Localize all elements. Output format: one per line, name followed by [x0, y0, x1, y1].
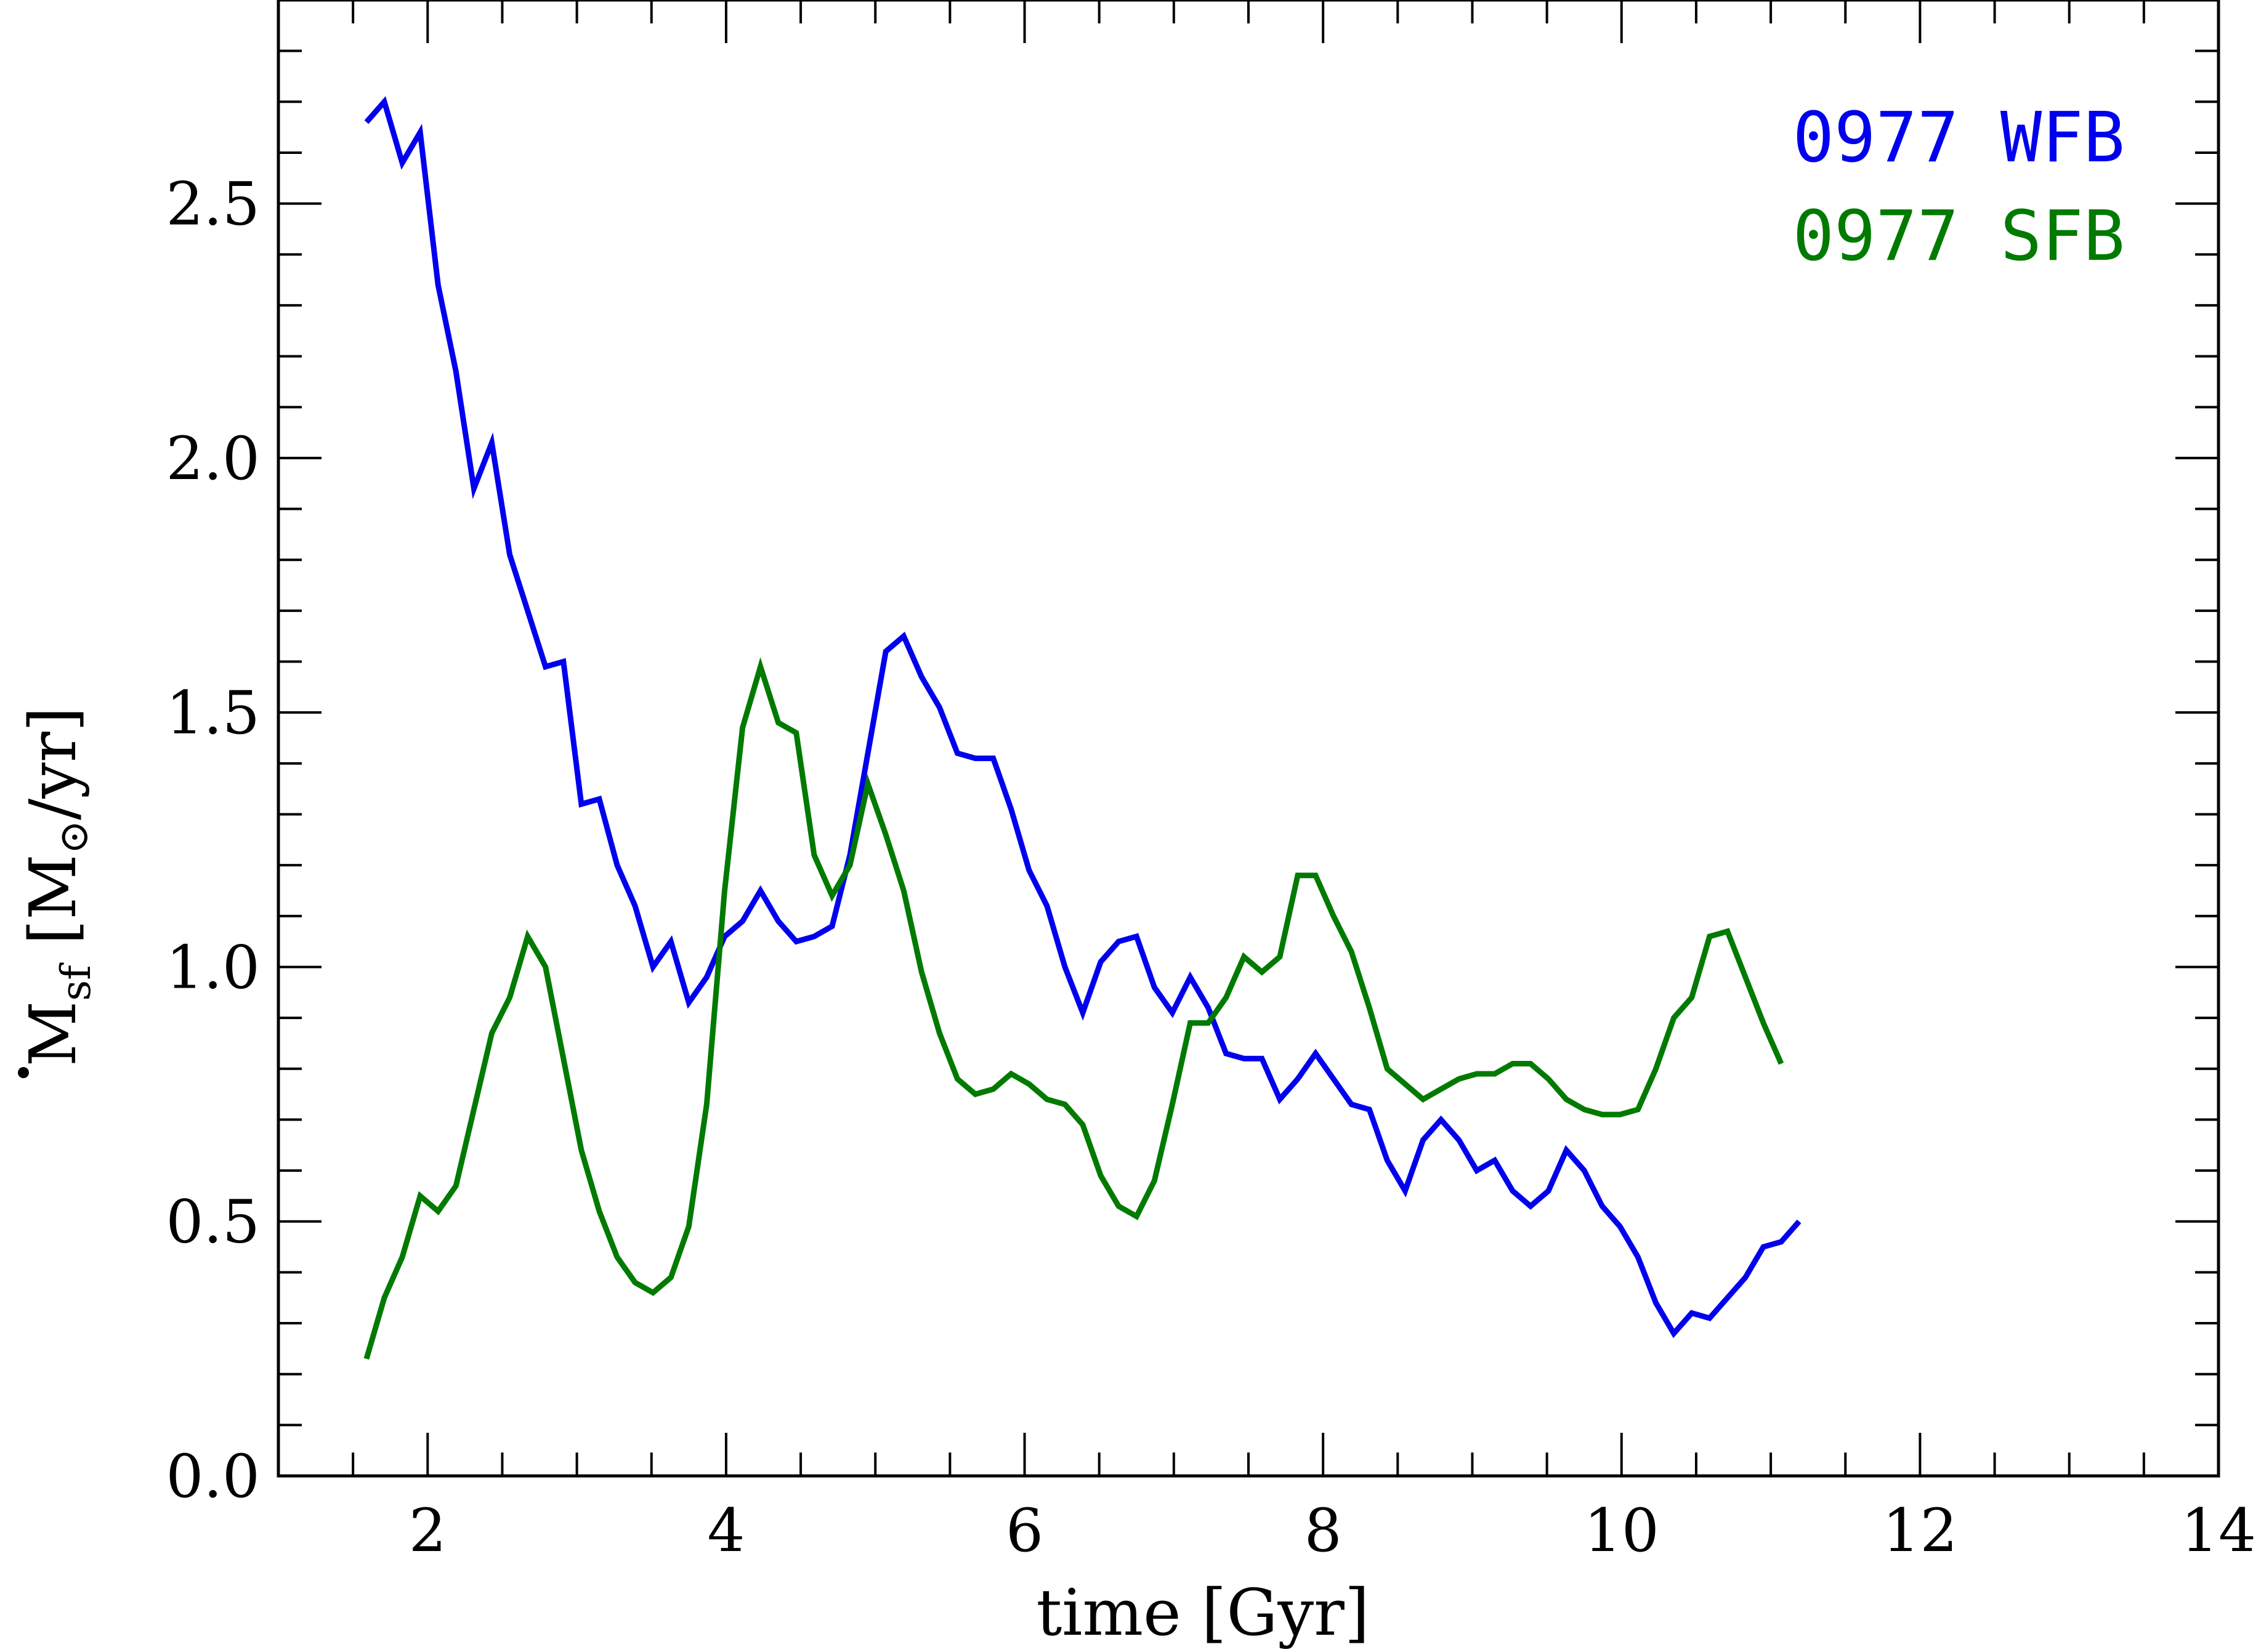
- ylabel-dot: [18, 1067, 29, 1078]
- x-tick-label: 8: [1304, 1496, 1342, 1565]
- x-tick-label: 14: [2181, 1496, 2256, 1565]
- y-axis-unit-open: [M: [15, 854, 91, 965]
- y-tick-label: 1.0: [166, 933, 260, 1002]
- y-axis-symbol: M: [15, 1001, 91, 1067]
- y-axis-subscript: sf: [52, 962, 100, 1001]
- legend-entry-0977-wfb: 0977 WFB: [1793, 98, 2125, 178]
- x-axis-title: time [Gyr]: [1037, 1575, 1370, 1650]
- y-tick-label: 2.0: [166, 424, 260, 493]
- plot-frame: [277, 0, 2220, 1478]
- y-axis-title: Msf [M⊙/yr]: [15, 707, 100, 1078]
- y-tick-label: 2.5: [166, 170, 260, 239]
- series-lines: [363, 96, 1802, 1360]
- x-tick-label: 6: [1006, 1496, 1043, 1565]
- sun-symbol: ⊙: [50, 820, 97, 854]
- legend: 0977 WFB 0977 SFB: [1793, 98, 2125, 276]
- y-tick-label: 0.5: [166, 1188, 260, 1257]
- series-line-0977-sfb: [363, 657, 1784, 1360]
- y-axis-unit-close: /yr]: [15, 707, 91, 820]
- series-line-0977-wfb: [364, 96, 1802, 1339]
- axis-tick-labels: 2 4 6 8 10 12 14 0.0 0.5 1.0 1.5 2.0 2.5: [166, 170, 2256, 1565]
- x-tick-label: 10: [1584, 1496, 1659, 1565]
- x-tick-label: 4: [707, 1496, 745, 1565]
- y-tick-label: 0.0: [166, 1442, 260, 1511]
- x-tick-label: 2: [409, 1496, 447, 1565]
- axis-ticks: [277, 0, 2220, 1477]
- x-tick-label: 12: [1882, 1496, 1957, 1565]
- svg-text:Msf [M⊙/yr]: Msf [M⊙/yr]: [15, 707, 100, 1066]
- y-tick-label: 1.5: [166, 679, 260, 747]
- legend-entry-0977-sfb: 0977 SFB: [1793, 196, 2125, 276]
